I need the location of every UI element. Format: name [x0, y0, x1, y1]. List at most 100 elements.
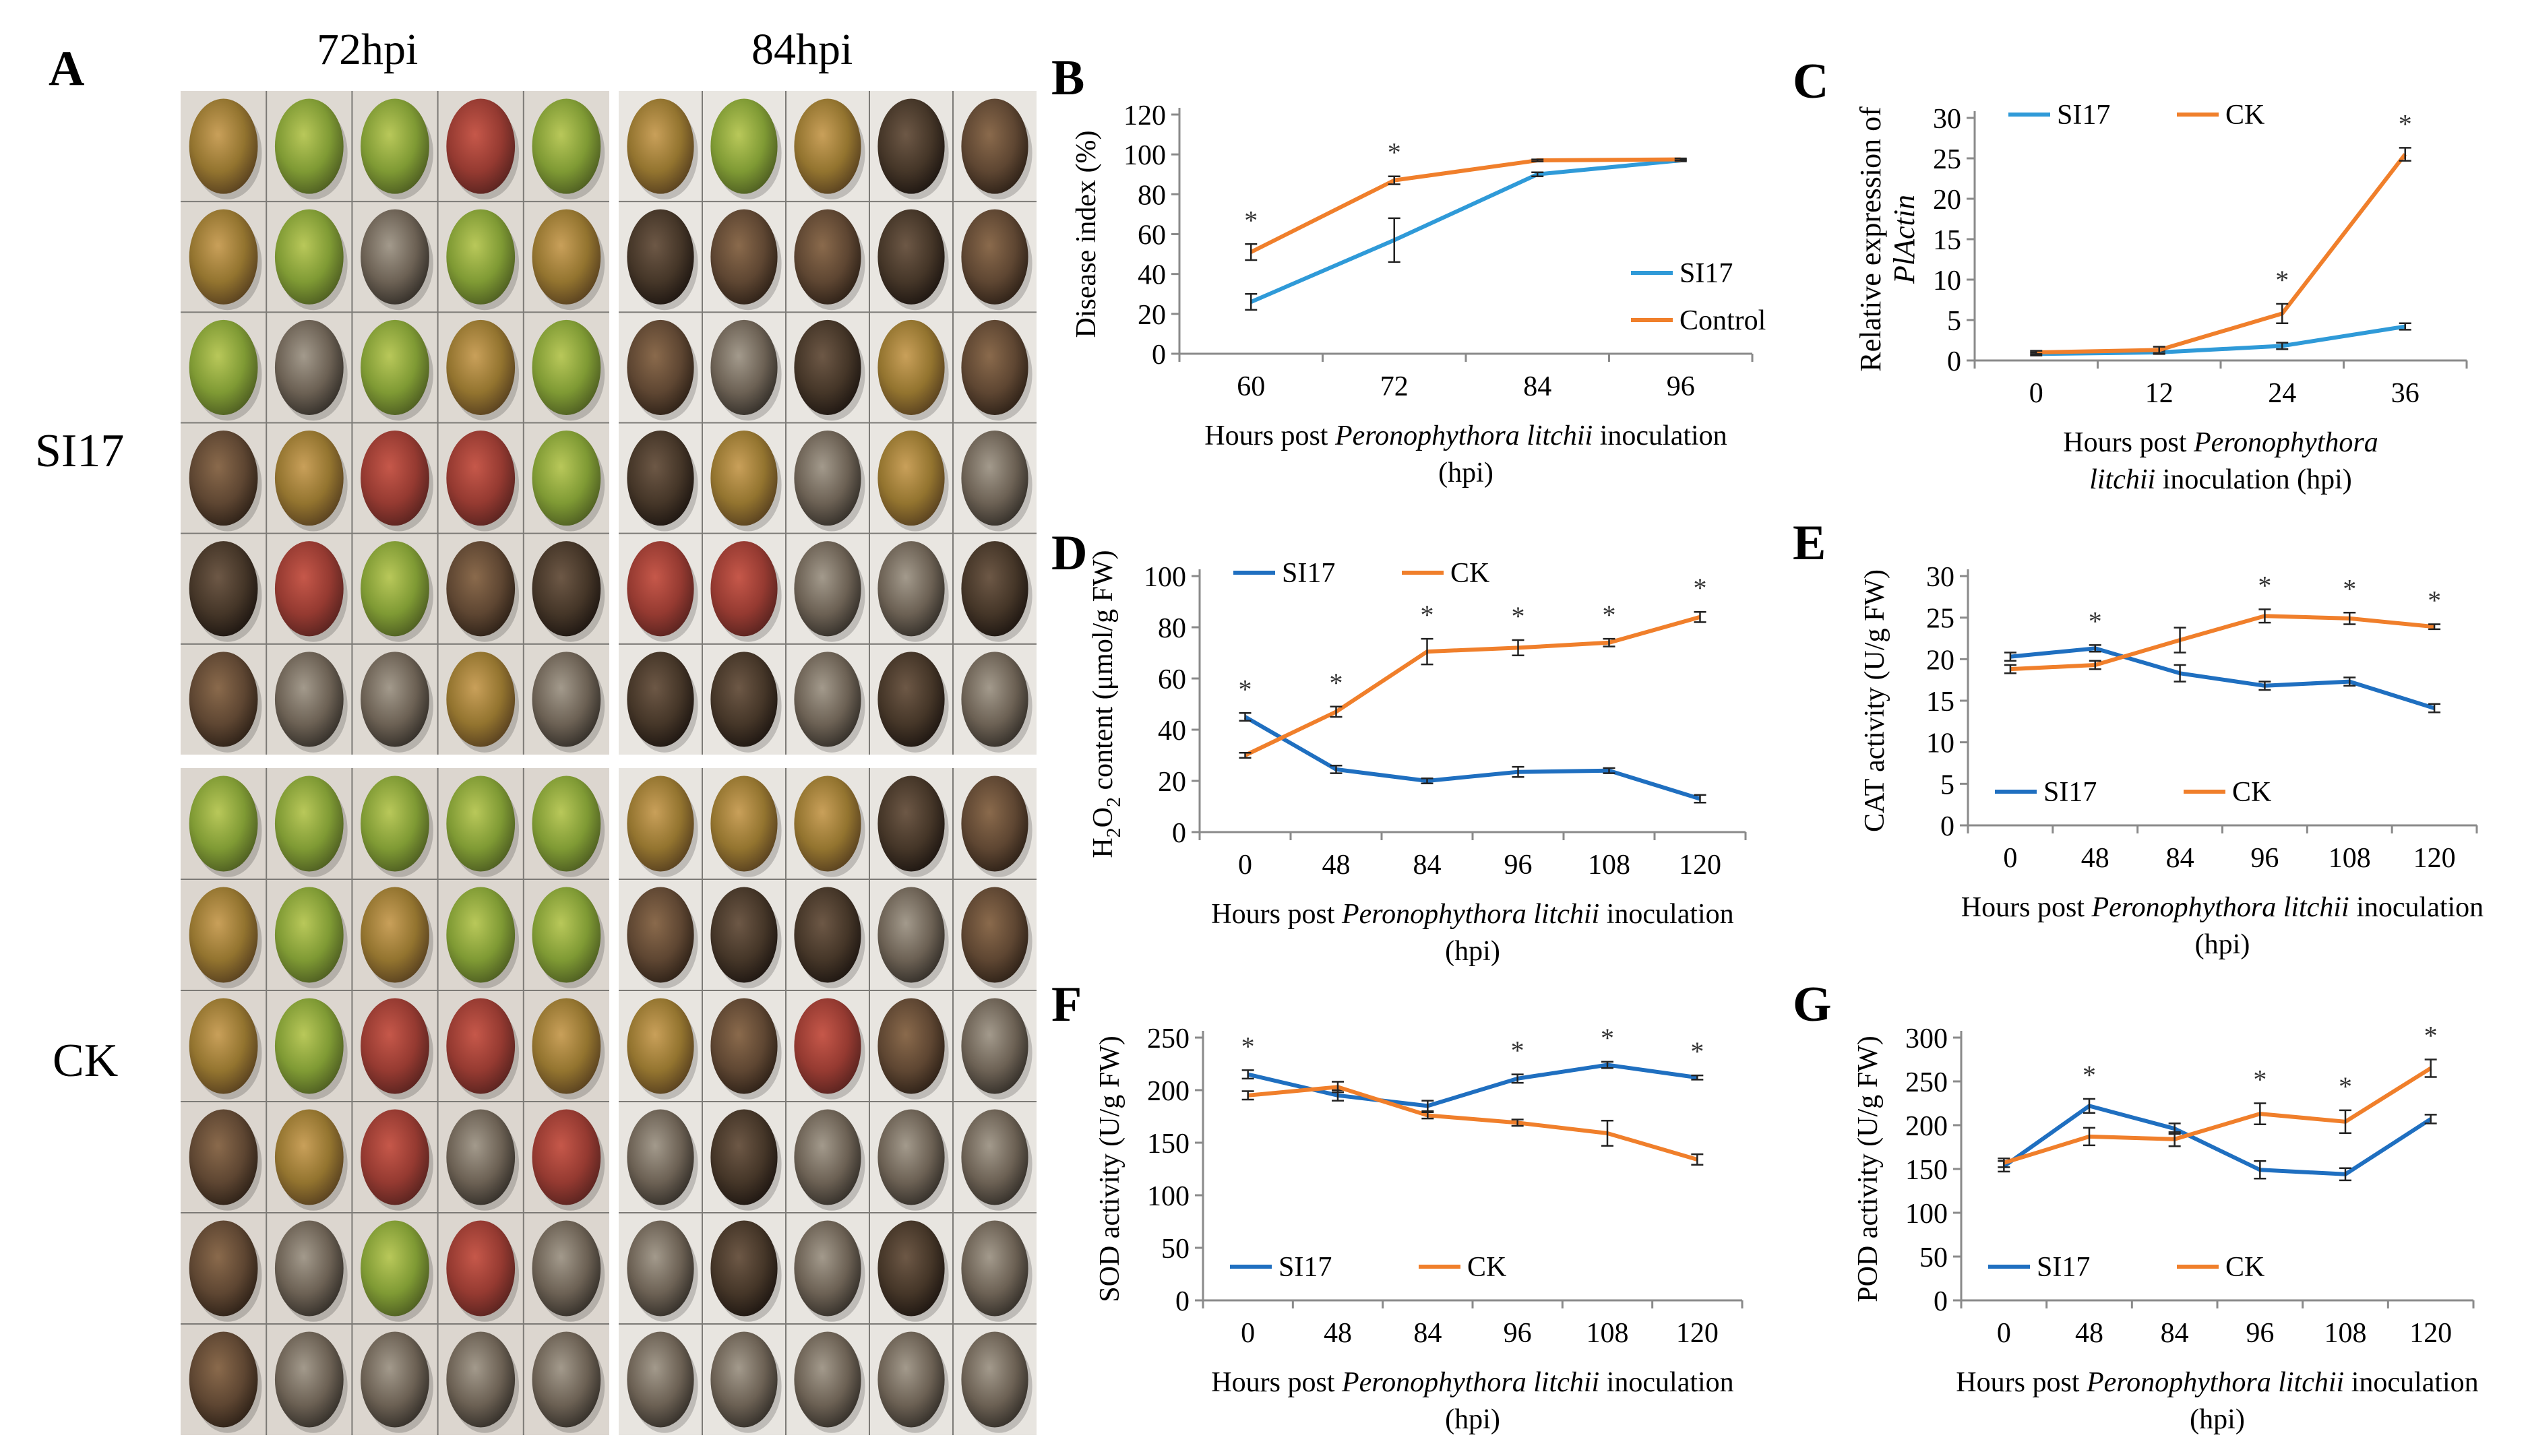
- y-tick-label: 80: [1138, 180, 1166, 211]
- litchi-fruit: [710, 1220, 778, 1317]
- litchi-fruit: [627, 1220, 694, 1317]
- litchi-fruit: [710, 541, 778, 637]
- x-axis-label-line2: (hpi): [1445, 936, 1500, 967]
- litchi-fruit: [794, 1220, 861, 1317]
- x-axis-label-line2: litchii inoculation (hpi): [2089, 464, 2352, 495]
- y-axis-label: POD activity (U/g FW): [1853, 1036, 1884, 1302]
- x-tick-label: 0: [2003, 843, 2017, 874]
- litchi-fruit: [274, 1331, 344, 1428]
- error-bar: [1421, 1100, 1434, 1112]
- panel-letter-c: C: [1793, 54, 1828, 109]
- error-bar: [1421, 637, 1433, 666]
- panel-letter-g: G: [1793, 977, 1832, 1032]
- panel-letter-e: E: [1793, 515, 1826, 571]
- litchi-fruit: [532, 776, 601, 872]
- litchi-fruit: [274, 1109, 344, 1205]
- x-tick-label: 84: [2166, 843, 2194, 874]
- litchi-fruit: [189, 1220, 258, 1317]
- litchi-fruit: [794, 887, 861, 983]
- x-tick-label: 0: [1997, 1318, 2011, 1349]
- y-tick-label: 50: [1161, 1234, 1190, 1265]
- y-tick-label: 150: [1905, 1155, 1948, 1186]
- litchi-fruit: [961, 209, 1028, 305]
- litchi-fruit: [532, 541, 601, 637]
- x-axis-label: Hours post Peronophythora litchii inocul…: [1956, 1367, 2478, 1398]
- litchi-fruit: [361, 98, 429, 194]
- y-tick-label: 0: [1175, 1286, 1190, 1317]
- series-line-si17: [2010, 646, 2435, 710]
- column-header-72hpi: 72hpi: [317, 25, 419, 74]
- series-line-si17: [1247, 1063, 1698, 1108]
- y-tick-label: 0: [1947, 346, 1961, 377]
- error-bar: [1332, 1081, 1344, 1094]
- panel-letter-b: B: [1051, 51, 1084, 106]
- litchi-fruit: [877, 652, 945, 747]
- y-tick-label: 120: [1123, 100, 1166, 131]
- litchi-fruit: [361, 430, 429, 526]
- litchi-fruit: [710, 209, 778, 305]
- error-bar: [2258, 608, 2271, 624]
- litchi-fruit: [446, 1109, 516, 1205]
- significance-marker: *: [1241, 1031, 1255, 1061]
- error-bar: [2424, 1058, 2437, 1078]
- y-axis-label: CAT activity (U/g FW): [1859, 569, 1890, 832]
- legend-label-si17: SI17: [2057, 100, 2110, 131]
- litchi-fruit: [274, 887, 344, 983]
- y-tick-label: 250: [1147, 1023, 1190, 1054]
- y-axis-label: Relative expression of: [1854, 106, 1887, 372]
- x-axis-label: Hours post Peronophythora litchii inocul…: [1204, 420, 1727, 451]
- legend-label-si17: SI17: [1278, 1252, 1332, 1283]
- y-tick-label: 80: [1158, 613, 1186, 644]
- y-tick-label: 100: [1123, 140, 1166, 171]
- litchi-fruit: [627, 652, 694, 747]
- x-tick-label: 108: [2329, 843, 2371, 874]
- y-tick-label: 100: [1144, 562, 1186, 593]
- litchi-fruit: [446, 430, 516, 526]
- error-bar: [1245, 243, 1258, 261]
- significance-marker: *: [2343, 573, 2356, 604]
- legend-label-ck: CK: [1467, 1252, 1506, 1283]
- x-tick-label: 84: [1413, 1318, 1442, 1349]
- litchi-fruit: [532, 319, 601, 416]
- x-tick-label: 120: [1679, 850, 1721, 881]
- x-tick-label: 60: [1237, 371, 1265, 402]
- chart-pod-activity: G 0 50 100 150 200 250 300 0 48 84 96 108 120 POD acti…: [1793, 977, 2479, 1435]
- significance-marker: *: [1512, 601, 1525, 631]
- litchi-fruit: [446, 998, 516, 1094]
- legend-label-ck: CK: [2225, 1252, 2264, 1283]
- y-tick-label: 0: [1172, 818, 1186, 849]
- panel-letter-f: F: [1051, 977, 1082, 1032]
- litchi-fruit: [710, 887, 778, 983]
- litchi-fruit: [532, 887, 601, 983]
- x-tick-label: 120: [2409, 1318, 2452, 1349]
- litchi-fruit: [627, 319, 694, 416]
- error-bar: [1388, 217, 1400, 263]
- error-bar: [2004, 652, 2016, 662]
- y-tick-label: 5: [1940, 769, 1954, 800]
- series-line-ck: [1247, 1085, 1698, 1162]
- error-bar: [2343, 676, 2356, 687]
- litchi-fruit: [627, 98, 694, 194]
- litchi-fruit: [794, 776, 861, 872]
- error-bar: [1239, 712, 1252, 722]
- significance-marker: *: [1244, 205, 1258, 235]
- litchi-fruit: [710, 1109, 778, 1205]
- litchi-fruit: [794, 541, 861, 637]
- x-tick-label: 84: [2161, 1318, 2189, 1349]
- error-bar: [2258, 680, 2271, 691]
- significance-marker: *: [1421, 600, 1434, 630]
- y-tick-label: 50: [1919, 1242, 1948, 1273]
- error-bar: [2428, 703, 2441, 714]
- litchi-fruit: [961, 98, 1028, 194]
- error-bar: [1511, 1118, 1524, 1127]
- error-bar: [1512, 639, 1524, 657]
- litchi-fruit: [532, 1331, 601, 1428]
- significance-marker: *: [2399, 108, 2412, 139]
- litchi-fruit: [710, 652, 778, 747]
- y-tick-label: 200: [1147, 1076, 1190, 1107]
- x-tick-label: 72: [1380, 371, 1409, 402]
- litchi-fruit: [710, 430, 778, 526]
- error-bar: [1603, 637, 1615, 647]
- error-bar: [1245, 293, 1258, 311]
- significance-marker: *: [2428, 585, 2441, 616]
